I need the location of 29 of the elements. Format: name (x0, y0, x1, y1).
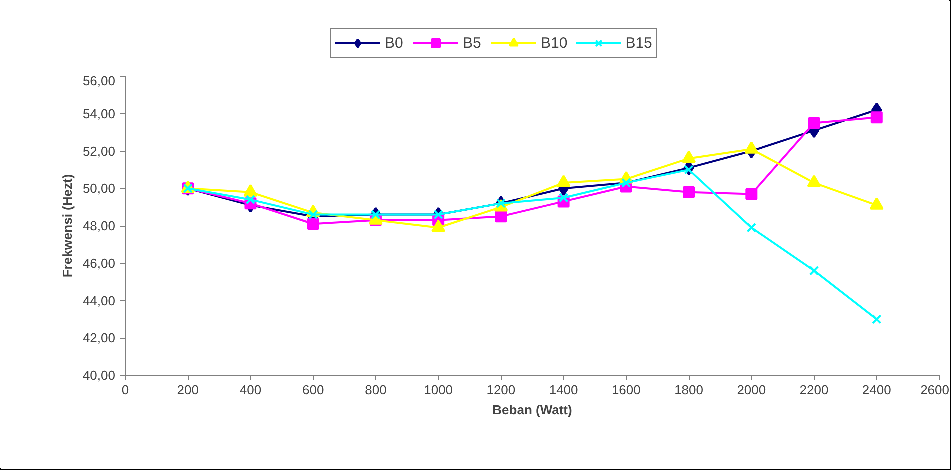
x-tick-label: 2400 (862, 382, 892, 398)
x-tick-label: 200 (177, 382, 199, 398)
x-tick-label: 800 (365, 382, 387, 398)
x-tick-label: 2000 (737, 382, 766, 398)
y-tick-label: 52,00 (82, 144, 116, 159)
y-tick-label: 56,00 (82, 74, 116, 88)
x-tick-label: 1200 (486, 382, 516, 398)
x-tick-label: 1400 (549, 382, 578, 398)
x-tick-label: 2600 (920, 382, 950, 398)
y-tick-label: 46,00 (82, 256, 116, 271)
legend-label: B5 (463, 34, 482, 52)
y-tick-label: 48,00 (82, 218, 116, 234)
x-tick-label: 1600 (612, 382, 641, 398)
y-tick-label: 50,00 (82, 181, 116, 196)
x-tick-label: 0 (122, 382, 130, 398)
x-axis-title: Beban (Watt) (492, 402, 572, 418)
x-tick-label: 1000 (424, 382, 454, 398)
y-tick-label: 44,00 (82, 293, 116, 308)
x-tick-label: 1800 (674, 382, 704, 398)
x-tick-label: 600 (302, 382, 324, 398)
x-tick-label: 2200 (800, 382, 829, 398)
legend-label: B10 (541, 34, 568, 52)
y-tick-label: 40,00 (82, 368, 116, 383)
legend-label: B0 (385, 34, 404, 52)
x-tick-label: 400 (240, 382, 262, 398)
y-tick-label: 54,00 (82, 106, 116, 122)
y-tick-label: 42,00 (82, 330, 116, 346)
y-axis-title: Frekwensi (Hezt) (60, 174, 75, 278)
legend-label: B15 (626, 34, 652, 52)
